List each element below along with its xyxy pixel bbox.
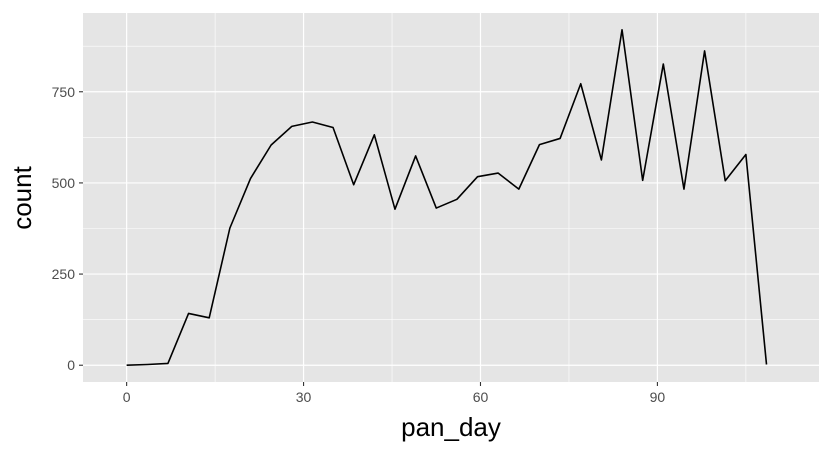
y-tick-label: 500 xyxy=(52,175,76,191)
x-tick-label: 30 xyxy=(296,389,312,405)
x-tick-label: 60 xyxy=(473,389,489,405)
x-axis-title: pan_day xyxy=(401,412,501,442)
y-tick-label: 750 xyxy=(52,84,76,100)
panel-background xyxy=(83,13,819,382)
y-tick-label: 250 xyxy=(52,266,76,282)
y-axis-title: count xyxy=(7,165,37,229)
x-tick-label: 90 xyxy=(650,389,666,405)
series-layer xyxy=(126,28,768,367)
y-axis: 0 250 500 750 xyxy=(52,84,83,373)
x-tick-label: 0 xyxy=(123,389,131,405)
minor-gridlines xyxy=(83,13,819,382)
major-gridlines xyxy=(83,13,819,382)
x-axis: 0 30 60 90 xyxy=(123,382,666,405)
series-line xyxy=(126,28,768,367)
y-tick-label: 0 xyxy=(67,357,75,373)
